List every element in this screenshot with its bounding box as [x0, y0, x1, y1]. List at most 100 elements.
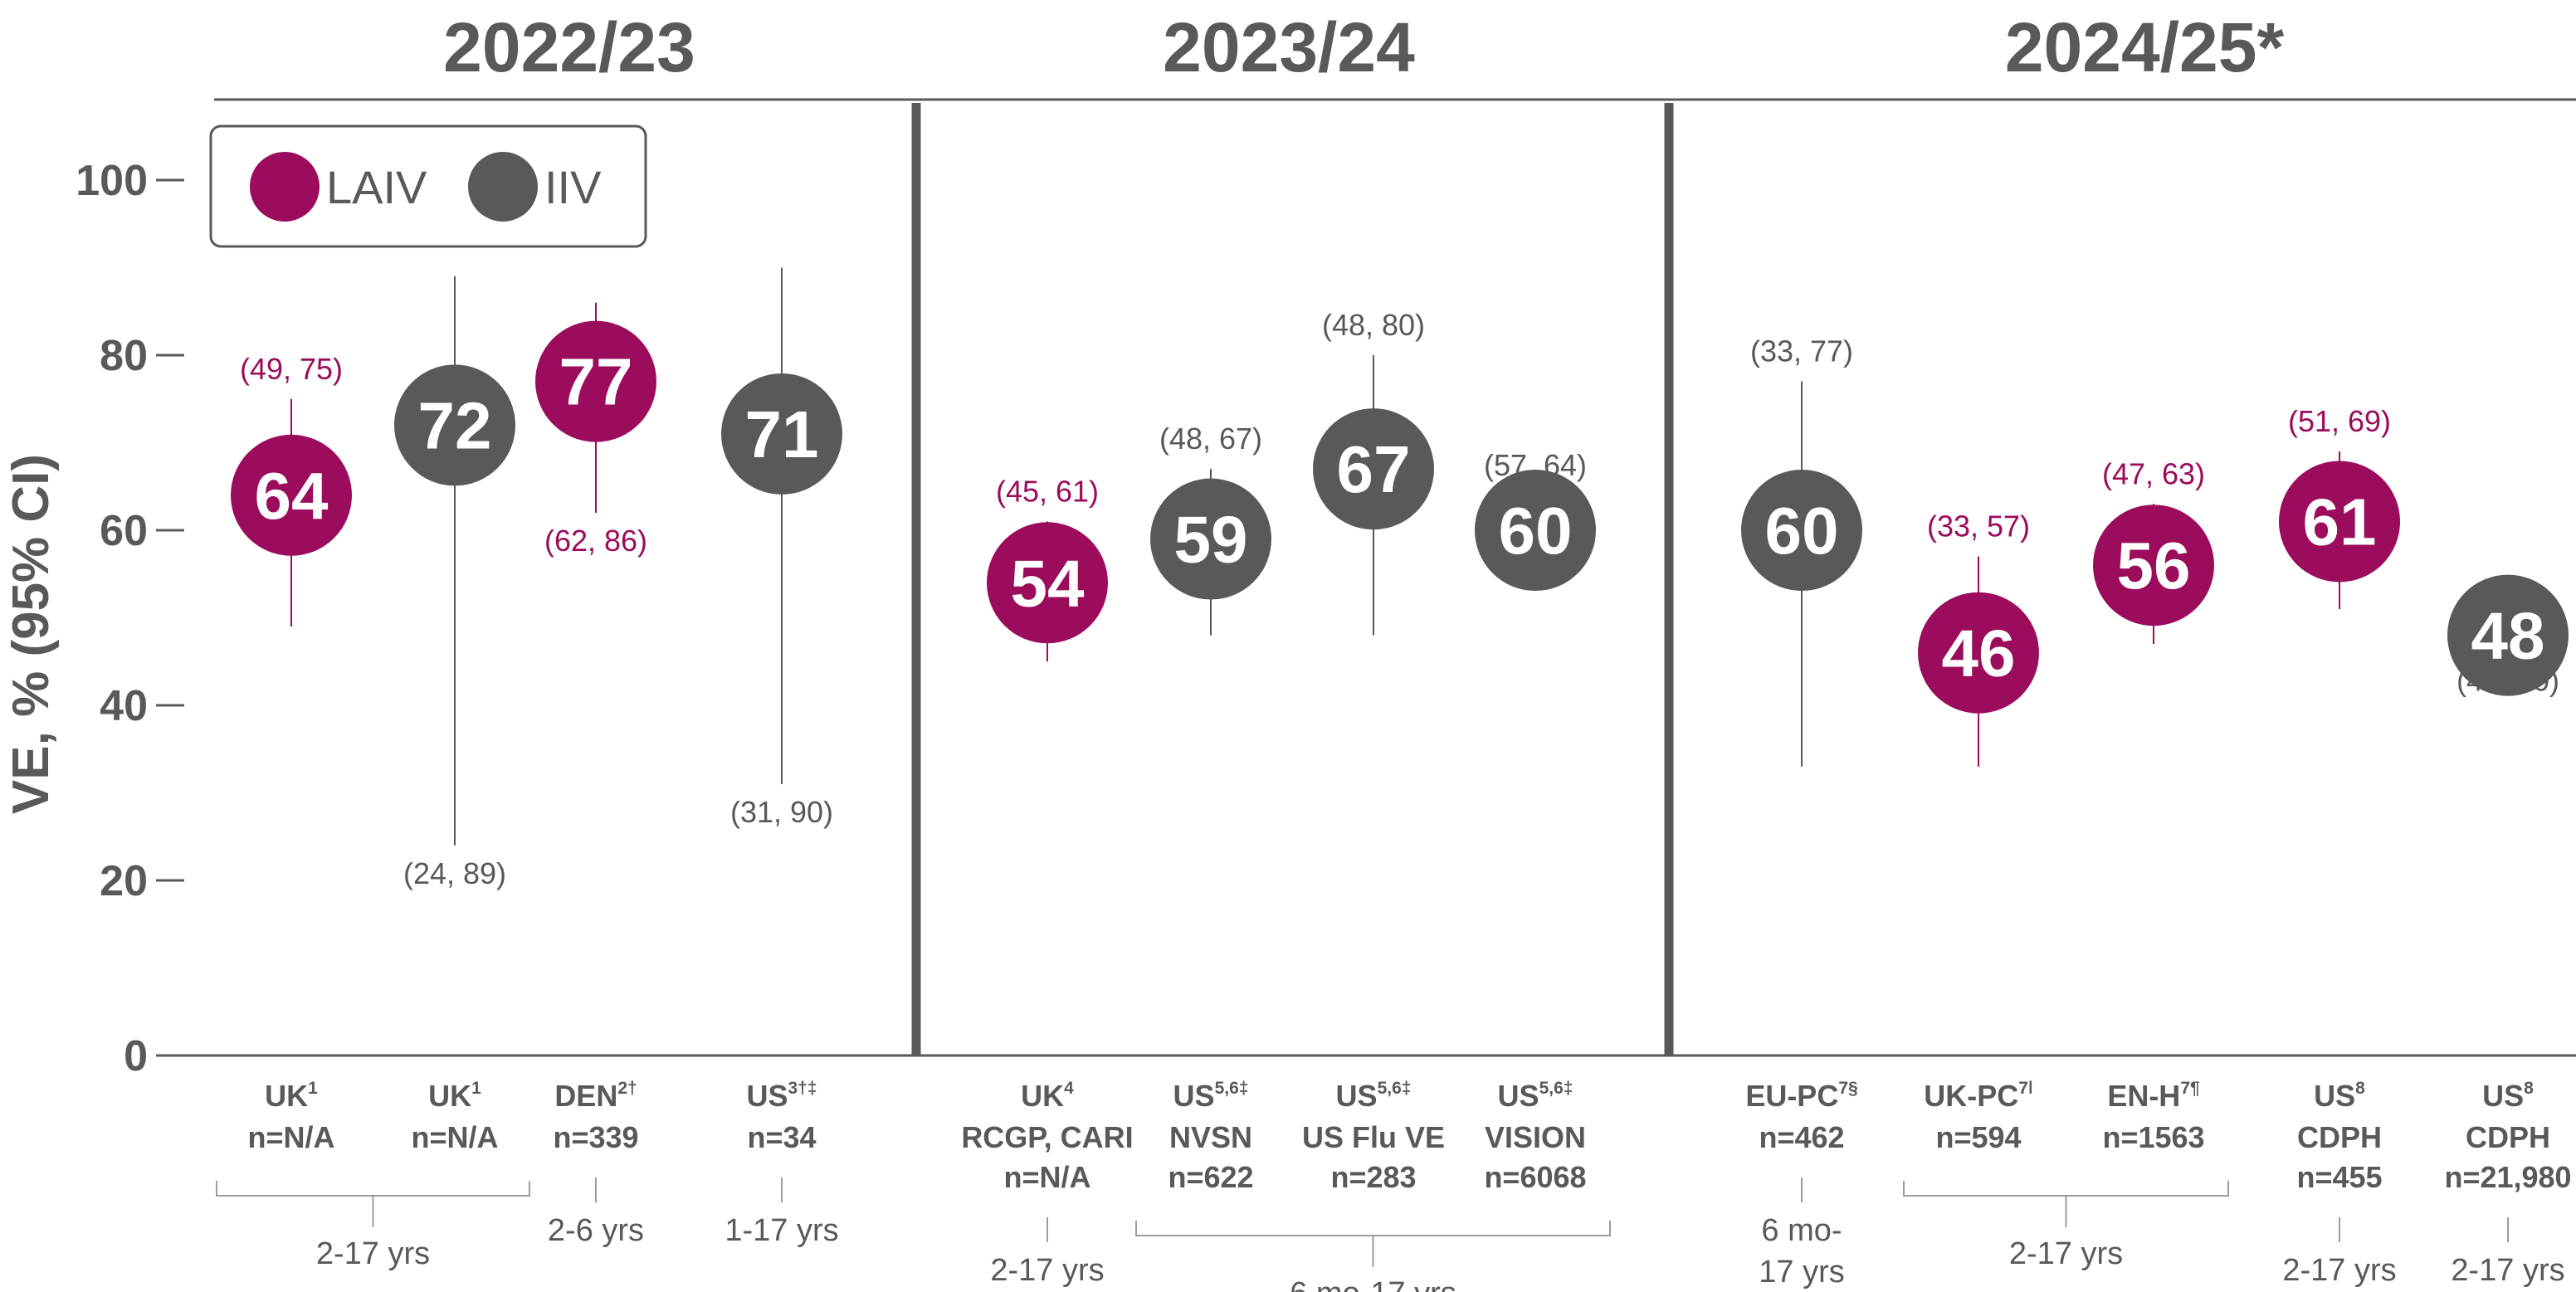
study-n: n=N/A: [247, 1120, 334, 1154]
ci-label: (51, 69): [2288, 404, 2391, 438]
ci-label: (45, 61): [996, 474, 1099, 508]
ci-label: (47, 63): [2102, 456, 2205, 490]
ve-value: 77: [559, 345, 633, 419]
study-ref: 8: [2355, 1079, 2365, 1098]
ve-value: 71: [745, 397, 819, 471]
age-group-label: 2-17 yrs: [2282, 1253, 2396, 1288]
ve-value: 54: [1011, 546, 1085, 620]
age-bracket: [1135, 1221, 1611, 1236]
ve-marker-laiv: [2279, 461, 2400, 583]
study-ref: 1: [308, 1079, 318, 1098]
ve-value: 64: [255, 459, 329, 533]
study-label: US8: [2482, 1079, 2534, 1113]
age-group-label: 2-17 yrs: [316, 1236, 430, 1271]
study-ref: 5,6‡: [1539, 1079, 1573, 1098]
study-country: UK: [265, 1079, 308, 1113]
study-country: EN-H: [2107, 1079, 2180, 1113]
ve-value: 67: [1337, 432, 1411, 506]
study-n: n=21,980: [2444, 1160, 2571, 1194]
study-detail: CDPH: [2297, 1120, 2382, 1154]
y-tick-label: 0: [124, 1032, 148, 1080]
y-tick-label: 80: [100, 332, 148, 380]
ve-marker-iiv: [721, 373, 842, 495]
study-detail: RCGP, CARI: [961, 1120, 1133, 1154]
ci-label: (33, 57): [1927, 509, 2030, 544]
y-axis-label: VE, % (95% CI): [2, 454, 60, 814]
ci-label: (48, 80): [1322, 308, 1425, 342]
study-label: US3†‡: [746, 1079, 817, 1113]
study-label: US5,6‡: [1173, 1079, 1249, 1113]
y-tick-label: 100: [76, 157, 148, 205]
ve-value: 56: [2117, 529, 2191, 602]
study-ref: 5,6‡: [1215, 1079, 1249, 1098]
study-ref: 2†: [617, 1079, 637, 1098]
season-title: 2023/24: [1163, 8, 1415, 86]
ci-label: (24, 89): [403, 856, 506, 890]
study-country: DEN: [554, 1079, 617, 1113]
legend-box: [209, 124, 647, 248]
study-label: UK1: [265, 1079, 318, 1113]
age-bracket: [1903, 1181, 2229, 1197]
season-title: 2022/23: [443, 8, 695, 86]
study-country: US: [1336, 1079, 1378, 1113]
study-country: US: [2482, 1079, 2524, 1113]
ve-marker-laiv: [987, 522, 1108, 644]
age-group-label: 1-17 yrs: [724, 1213, 838, 1248]
ve-value: 48: [2471, 599, 2545, 673]
study-n: n=1563: [2102, 1120, 2204, 1154]
study-label: EU-PC7§: [1745, 1079, 1857, 1113]
ve-marker-iiv: [1475, 470, 1596, 591]
y-tick-label: 60: [100, 507, 148, 555]
ve-value: 72: [418, 388, 492, 462]
ve-marker-laiv: [1918, 592, 2039, 714]
study-detail: NVSN: [1169, 1120, 1252, 1154]
legend: LAIV IIV: [209, 124, 647, 248]
ve-value: 60: [1499, 494, 1573, 568]
ve-marker-iiv: [2447, 574, 2569, 696]
study-country: UK-PC: [1924, 1079, 2018, 1113]
y-tick-label: 40: [100, 682, 148, 730]
study-country: US: [2314, 1079, 2355, 1113]
season-title: 2024/25*: [2005, 8, 2285, 86]
study-n: n=34: [747, 1120, 816, 1154]
study-label: US8: [2314, 1079, 2365, 1113]
ve-marker-iiv: [1313, 408, 1434, 530]
study-n: n=339: [553, 1120, 638, 1154]
study-label: US5,6‡: [1498, 1079, 1573, 1113]
study-ref: 7ǀ: [2018, 1079, 2033, 1098]
legend-marker-laiv: [250, 152, 320, 222]
study-n: n=622: [1168, 1160, 1253, 1194]
ve-marker-iiv: [394, 364, 515, 486]
ci-label: (33, 77): [1750, 334, 1853, 368]
ci-label: (57, 64): [1484, 448, 1587, 482]
age-group-label: 2-17 yrs: [2451, 1253, 2564, 1288]
study-country: US: [1173, 1079, 1215, 1113]
study-detail: US Flu VE: [1302, 1120, 1445, 1154]
ve-value: 60: [1765, 494, 1839, 568]
study-ref: 3†‡: [788, 1079, 817, 1098]
ci-label: (49, 75): [240, 352, 343, 386]
ve-marker-laiv: [231, 434, 352, 556]
study-detail: VISION: [1485, 1120, 1586, 1154]
ve-value: 46: [1942, 617, 2016, 690]
age-bracket: [216, 1181, 530, 1197]
study-n: n=N/A: [411, 1120, 498, 1154]
study-n: n=283: [1330, 1160, 1416, 1194]
ve-value: 59: [1174, 503, 1248, 577]
ve-marker-laiv: [2093, 505, 2214, 626]
ci-label: (46, 50): [2456, 664, 2559, 698]
study-label: US5,6‡: [1336, 1079, 1412, 1113]
study-country: US: [1498, 1079, 1539, 1113]
age-group-label: 17 yrs: [1759, 1255, 1844, 1290]
legend-label: IIV: [544, 161, 602, 213]
study-ref: 4: [1064, 1079, 1074, 1098]
study-label: UK-PC7ǀ: [1924, 1079, 2033, 1113]
study-label: UK1: [428, 1079, 481, 1113]
study-label: UK4: [1021, 1079, 1074, 1113]
ci-label: (62, 86): [544, 524, 647, 558]
study-country: UK: [1021, 1079, 1064, 1113]
study-country: UK: [428, 1079, 471, 1113]
study-n: n=6068: [1484, 1160, 1586, 1194]
study-n: n=N/A: [1003, 1160, 1090, 1194]
age-group-label: 2-17 yrs: [990, 1253, 1104, 1288]
